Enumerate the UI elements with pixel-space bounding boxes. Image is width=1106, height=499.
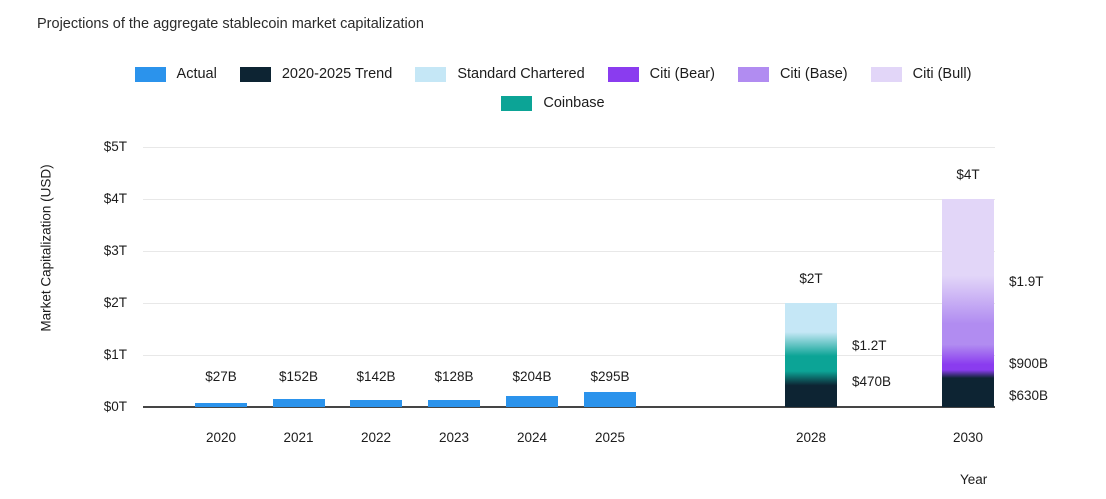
legend-swatch-citi-bear: [607, 66, 639, 82]
legend-swatch-citi-base: [737, 66, 769, 82]
bar-value-label-2025: $295B: [590, 369, 630, 384]
legend-item-citi-bull[interactable]: Citi (Bull): [870, 66, 972, 82]
x-tick-label-2025: 2025: [594, 430, 626, 445]
legend-label: Citi (Bear): [649, 66, 715, 82]
x-tick-label-2024: 2024: [516, 430, 548, 445]
legend-item-coinbase[interactable]: Coinbase: [501, 95, 605, 111]
y-tick-label-5t: $5T: [103, 139, 127, 154]
gridline-5t: [143, 147, 995, 148]
gridline-3t: [143, 251, 995, 252]
legend-label: Citi (Base): [779, 66, 848, 82]
legend-swatch-standard-chartered: [415, 66, 447, 82]
legend-item-2020-2025-trend[interactable]: 2020-2025 Trend: [239, 66, 393, 82]
legend-label: 2020-2025 Trend: [281, 66, 393, 82]
x-axis-line: [143, 406, 995, 408]
bar-actual-2021[interactable]: [272, 399, 325, 407]
legend-label: Standard Chartered: [457, 66, 585, 82]
gridline-4t: [143, 199, 995, 200]
projection-segment-label-2028-2020-2025-trend: $470B: [852, 374, 892, 389]
y-tick-label-1t: $1T: [103, 347, 127, 362]
legend-swatch-2020-2025-trend: [239, 66, 271, 82]
legend-label: Coinbase: [543, 95, 605, 111]
x-tick-label-2030: 2030: [952, 430, 984, 445]
legend-item-standard-chartered[interactable]: Standard Chartered: [415, 66, 585, 82]
y-tick-label-4t: $4T: [103, 191, 127, 206]
bar-actual-2020[interactable]: [195, 403, 247, 407]
projection-segment-label-2030-citi-bear: $900B: [1009, 356, 1049, 371]
bar-value-label-2022: $142B: [356, 369, 396, 384]
gridline-1t: [143, 355, 995, 356]
x-tick-label-2028: 2028: [795, 430, 827, 445]
x-tick-label-2020: 2020: [205, 430, 237, 445]
y-tick-label-2t: $2T: [103, 295, 127, 310]
legend-swatch-coinbase: [501, 95, 533, 111]
bar-projection-2030[interactable]: [942, 199, 994, 407]
legend-label: Actual: [176, 66, 217, 82]
legend-swatch-actual: [134, 66, 166, 82]
y-axis-title: Market Capitalization (USD): [38, 164, 54, 332]
gridline-2t: [143, 303, 995, 304]
bar-projection-2028[interactable]: [785, 303, 837, 407]
legend-item-actual[interactable]: Actual: [134, 66, 217, 82]
bar-value-label-2021: $152B: [278, 369, 319, 384]
legend-row-1: Actual 2020-2025 Trend Standard Chartered C…: [134, 66, 972, 82]
legend-label: Citi (Bull): [912, 66, 972, 82]
legend: Actual 2020-2025 Trend Standard Chartered C…: [0, 66, 1106, 111]
bar-value-label-2020: $27B: [205, 369, 237, 384]
projection-total-label-2028: $2T: [799, 271, 823, 286]
bar-actual-2023[interactable]: [428, 400, 480, 407]
legend-row-2: Coinbase: [501, 95, 605, 111]
projection-total-label-2030: $4T: [956, 167, 980, 182]
bar-value-label-2024: $204B: [512, 369, 552, 384]
x-tick-label-2021: 2021: [283, 430, 314, 445]
bar-actual-2025[interactable]: [584, 391, 636, 407]
bar-actual-2022[interactable]: [350, 399, 402, 407]
legend-item-citi-bear[interactable]: Citi (Bear): [607, 66, 715, 82]
projection-segment-label-2030-2020-2025-trend: $630B: [1009, 388, 1049, 403]
x-tick-label-2022: 2022: [360, 430, 392, 445]
legend-swatch-citi-bull: [870, 66, 902, 82]
chart-title: Projections of the aggregate stablecoin …: [37, 16, 424, 32]
plot-area: $0T $1T $2T $3T $4T $5T 2020 2021 2022 2023 2024 20…: [104, 139, 1048, 445]
legend-item-citi-base[interactable]: Citi (Base): [737, 66, 848, 82]
x-tick-label-2023: 2023: [438, 430, 470, 445]
bar-actual-2024[interactable]: [506, 396, 558, 407]
x-axis-title: Year: [960, 472, 988, 487]
projection-segment-label-2028-coinbase: $1.2T: [852, 338, 887, 353]
y-tick-label-3t: $3T: [103, 243, 127, 258]
y-tick-label-0t: $0T: [103, 399, 127, 414]
projection-segment-label-2030-citi-base: $1.9T: [1009, 274, 1044, 289]
bar-value-label-2023: $128B: [434, 369, 474, 384]
